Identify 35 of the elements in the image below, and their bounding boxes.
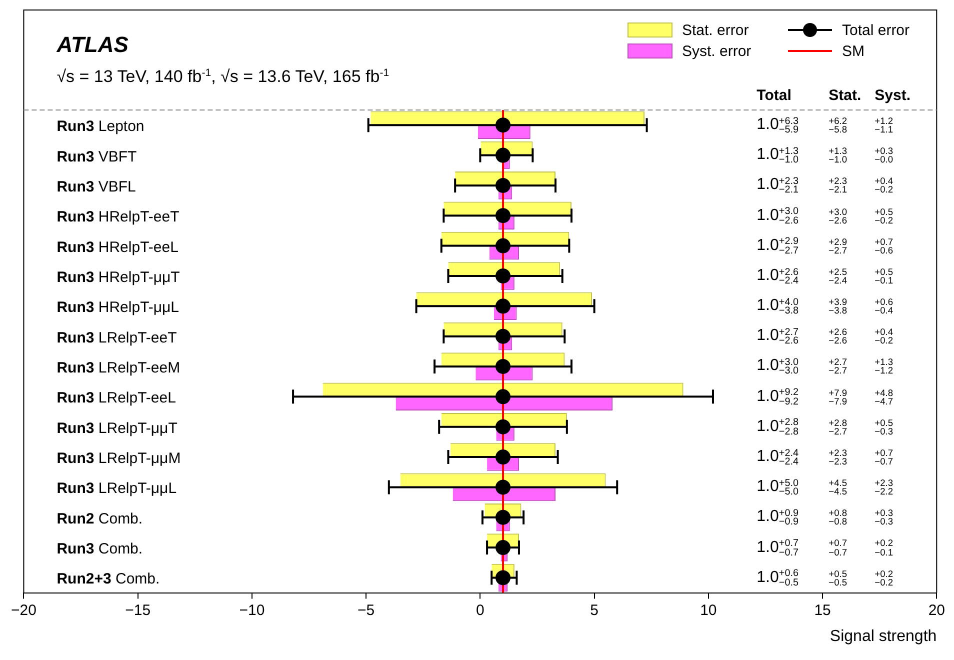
- y-tick-label: Run3 VBFT: [56, 148, 137, 166]
- y-tick-label: Run2+3 Comb.: [56, 570, 160, 588]
- x-tick-label: 15: [814, 602, 831, 619]
- y-tick-label: Run3 LRelpT-eeL: [56, 390, 176, 407]
- y-tick-label: Run3 HRelpT-eeT: [56, 208, 180, 226]
- text: Stat.: [828, 87, 862, 104]
- y-tick-label: Run3 VBFL: [56, 178, 136, 196]
- x-tick-label: 10: [700, 602, 717, 619]
- y-tick-label: Run2 Comb.: [56, 510, 143, 528]
- y-tick-label: Run3 LRelpT-eeT: [56, 329, 177, 346]
- x-tick-label: −5: [358, 602, 375, 619]
- y-tick-label: Run3 Comb.: [56, 540, 143, 558]
- y-tick-label: Run3 HRelpT-μμL: [56, 299, 180, 316]
- x-tick-label: 20: [928, 602, 945, 619]
- y-tick-label: Run3 LRelpT-μμM: [56, 450, 181, 468]
- chart-subtitle: √s = 13 TeV, 140 fb$^{-1}$, √s = 13.6 TeV, 165 fb$^{-1}$: [56, 67, 390, 88]
- legend-label: Stat. error: [682, 22, 749, 39]
- x-tick-label: −10: [239, 602, 265, 619]
- text: Total: [756, 87, 792, 104]
- chart-title: ATLAS: [56, 32, 129, 57]
- x-tick-label: −20: [10, 602, 36, 619]
- legend-label: Total error: [842, 22, 910, 39]
- legend-label: SM: [842, 43, 864, 60]
- y-tick-label: Run3 LRelpT-μμL: [56, 480, 177, 498]
- y-tick-label: Run3 Lepton: [56, 118, 144, 136]
- x-axis-title: Signal strength: [830, 628, 937, 645]
- y-tick-label: Run3 HRelpT-μμT: [56, 268, 180, 286]
- x-tick-label: 0: [476, 602, 484, 619]
- y-tick-label: Run3 LRelpT-μμT: [56, 420, 178, 437]
- y-tick-label: Run3 HRelpT-eeL: [56, 238, 178, 256]
- legend-label: Syst. error: [682, 43, 752, 60]
- text: Syst.: [874, 87, 911, 104]
- x-tick-label: −15: [125, 602, 151, 619]
- x-tick-label: 5: [590, 602, 598, 619]
- y-tick-label: Run3 LRelpT-eeM: [56, 359, 180, 376]
